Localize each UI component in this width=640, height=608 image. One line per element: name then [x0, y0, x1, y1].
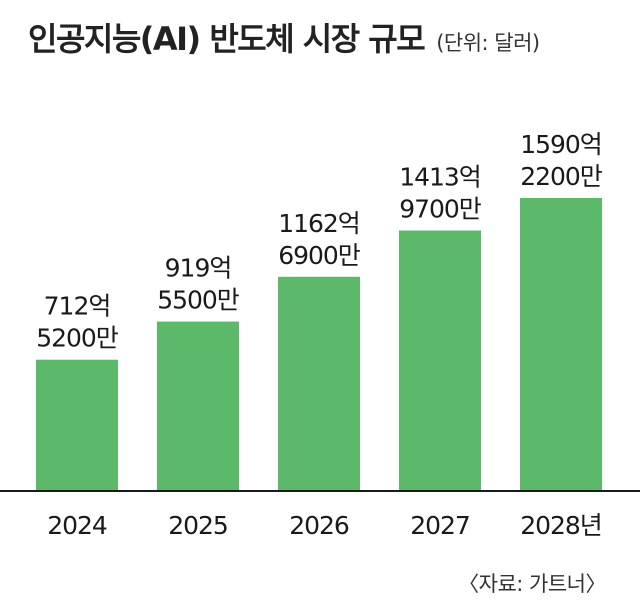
bar-1	[157, 321, 239, 491]
bar-4	[520, 198, 602, 491]
value-label-0-1: 5200만	[36, 324, 119, 353]
bar-2	[278, 276, 360, 491]
x-tick-label-2: 2026	[289, 511, 349, 540]
value-label-1-0: 919억	[165, 254, 232, 283]
bar-0	[36, 359, 118, 491]
x-tick-label-0: 2024	[47, 511, 107, 540]
x-tick-label-3: 2027	[410, 511, 470, 540]
x-tick-label-4: 2028년	[520, 511, 602, 540]
value-label-1-1: 5500만	[157, 286, 240, 315]
unit-label: (단위: 달러)	[436, 31, 540, 55]
source-note: 〈자료: 가트너〉	[458, 572, 606, 596]
value-label-2-0: 1162억	[278, 209, 360, 238]
title-row: 인공지능(AI) 반도체 시장 규모 (단위: 달러)	[28, 14, 540, 62]
value-label-4-1: 2200만	[520, 162, 603, 191]
value-label-0-0: 712억	[44, 292, 111, 321]
value-label-3-0: 1413억	[399, 162, 481, 191]
chart-title: 인공지능(AI) 반도체 시장 규모	[28, 20, 426, 58]
value-label-4-0: 1590억	[520, 130, 602, 159]
value-label-3-1: 9700만	[399, 194, 482, 223]
value-label-2-1: 6900만	[278, 241, 361, 270]
x-tick-label-1: 2025	[168, 511, 228, 540]
bar-3	[399, 230, 481, 491]
